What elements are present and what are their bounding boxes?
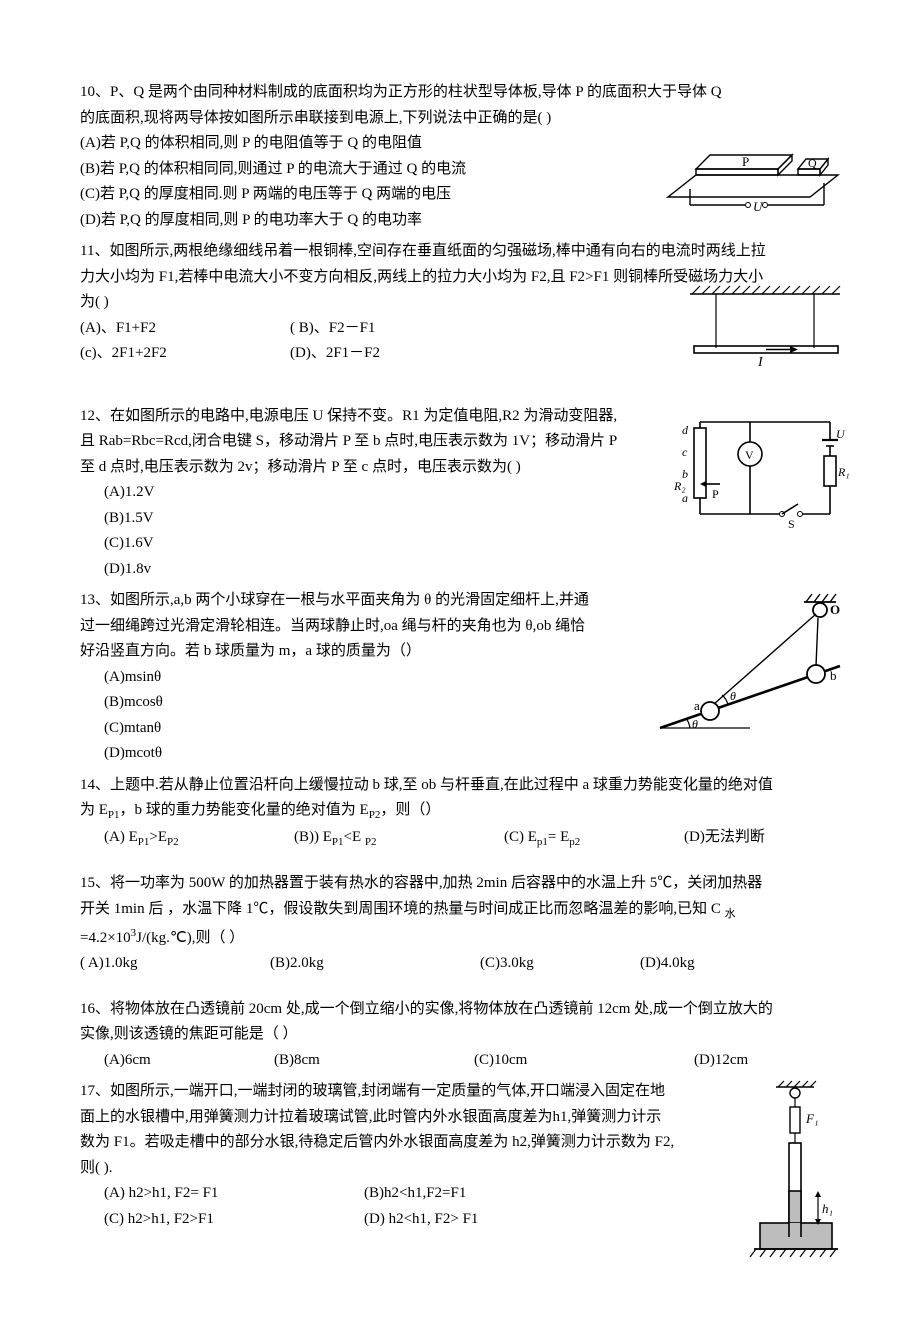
q11-figure: I	[680, 284, 850, 380]
q10-label-Q: Q	[808, 156, 817, 170]
q11-label-I: I	[757, 355, 764, 370]
question-15: 15、将一功率为 500W 的加热器置于装有热水的容器中,加热 2min 后容器…	[80, 871, 850, 976]
q14-stem-line2: 为 EP1，b 球的重力势能变化量的绝对值为 EP2，则（）	[80, 798, 850, 825]
question-11: 11、如图所示,两根绝缘细线吊着一根铜棒,空间存在垂直纸面的匀强磁场,棒中通有向…	[80, 239, 850, 380]
q17-stem-line3: 数为 F1。若吸走槽中的部分水银,待稳定后管内外水银面高度差为 h2,弹簧测力计…	[80, 1130, 850, 1156]
q10-label-P: P	[742, 154, 749, 169]
q11-option-c: (c)、2F1+2F2	[80, 341, 290, 367]
q10-stem-line1: 10、P、Q 是两个由同种材料制成的底面积均为正方形的柱状型导体板,导体 P 的…	[80, 80, 850, 106]
q17-figure: F₁ h₁	[740, 1079, 850, 1279]
q15-stem-line1: 15、将一功率为 500W 的加热器置于装有热水的容器中,加热 2min 后容器…	[80, 871, 850, 897]
svg-text:θ: θ	[692, 717, 698, 731]
q12-label-R1: R₁	[837, 465, 850, 479]
q10-label-U: U	[753, 199, 764, 214]
q16-stem-line1: 16、将物体放在凸透镜前 20cm 处,成一个倒立缩小的实像,将物体放在凸透镜前…	[80, 997, 850, 1023]
q17-stem-line1: 17、如图所示,一端开口,一端封闭的玻璃管,封闭端有一定质量的气体,开口端浸入固…	[80, 1079, 850, 1105]
q17-stem-line2: 面上的水银槽中,用弹簧测力计拉着玻璃试管,此时管内外水银面高度差为h1,弹簧测力…	[80, 1105, 850, 1131]
question-12: d c b a R₂ P V U R₁	[80, 404, 850, 583]
q15-option-b: (B)2.0kg	[270, 951, 480, 977]
q17-option-d: (D) h2<h1, F2> F1	[364, 1207, 478, 1233]
q11-option-a: (A)、F1+F2	[80, 316, 290, 342]
question-16: 16、将物体放在凸透镜前 20cm 处,成一个倒立缩小的实像,将物体放在凸透镜前…	[80, 997, 850, 1074]
q15-stem-line3: =4.2×103J/(kg.℃),则（ ）	[80, 924, 850, 952]
q14-option-a: (A) EP1>EP2	[104, 825, 294, 852]
q13-label-O: O	[830, 602, 840, 617]
q12-label-V: V	[745, 448, 754, 462]
q12-label-U: U	[836, 427, 846, 441]
q17-label-h1: h₁	[822, 1201, 833, 1216]
q12-label-P: P	[712, 487, 719, 501]
q11-option-b: ( B)、F2－F1	[290, 316, 375, 342]
q17-option-b: (B)h2<h1,F2=F1	[364, 1181, 466, 1207]
q11-stem-line1: 11、如图所示,两根绝缘细线吊着一根铜棒,空间存在垂直纸面的匀强磁场,棒中通有向…	[80, 239, 850, 265]
q16-stem-line2: 实像,则该透镜的焦距可能是（ ）	[80, 1022, 850, 1048]
q12-option-d: (D)1.8v	[80, 557, 850, 583]
q14-option-d: (D)无法判断	[684, 825, 765, 852]
q16-option-b: (B)8cm	[274, 1048, 474, 1074]
q15-option-d: (D)4.0kg	[640, 951, 695, 977]
q17-stem-line4: 则( ).	[80, 1156, 850, 1182]
q16-option-c: (C)10cm	[474, 1048, 694, 1074]
question-14: 14、上题中.若从静止位置沿杆向上缓慢拉动 b 球,至 ob 与杆垂直,在此过程…	[80, 773, 850, 852]
q10-figure: P Q U	[660, 125, 850, 225]
question-10: 10、P、Q 是两个由同种材料制成的底面积均为正方形的柱状型导体板,导体 P 的…	[80, 80, 850, 233]
q13-figure: O a b θ θ	[650, 588, 850, 748]
svg-text:d: d	[682, 423, 689, 437]
svg-text:θ: θ	[730, 689, 736, 703]
q11-option-d: (D)、2F1－F2	[290, 341, 380, 367]
q12-label-S: S	[788, 517, 795, 531]
q15-option-c: (C)3.0kg	[480, 951, 640, 977]
svg-text:a: a	[682, 491, 688, 505]
q17-option-c: (C) h2>h1, F2>F1	[104, 1207, 364, 1233]
q16-option-d: (D)12cm	[694, 1048, 748, 1074]
q11-stem-line2: 力大小均为 F1,若棒中电流大小不变方向相反,两线上的拉力大小均为 F2,且 F…	[80, 265, 850, 291]
q17-option-a: (A) h2>h1, F2= F1	[104, 1181, 364, 1207]
q14-option-b: (B)) EP1<E P2	[294, 825, 504, 852]
q13-label-a: a	[694, 698, 700, 713]
q15-option-a: ( A)1.0kg	[80, 951, 270, 977]
q16-option-a: (A)6cm	[104, 1048, 274, 1074]
q17-label-F1: F₁	[805, 1111, 818, 1126]
q14-option-c: (C) Ep1= Ep2	[504, 825, 684, 852]
svg-text:c: c	[682, 445, 688, 459]
question-17: F₁ h₁ 17、如图所示,一端开口,一端封闭的玻璃管,封闭端有一定质量的气体,…	[80, 1079, 850, 1279]
q12-label-R2: R₂	[673, 479, 686, 493]
q14-stem-line1: 14、上题中.若从静止位置沿杆向上缓慢拉动 b 球,至 ob 与杆垂直,在此过程…	[80, 773, 850, 799]
question-13: O a b θ θ 13、如图所示,a,b 两个小球穿在一根与水平面夹角为 θ …	[80, 588, 850, 767]
q15-stem-line2: 开关 1min 后 ，水温下降 1℃，假设散失到周围环境的热量与时间成正比而忽略…	[80, 897, 850, 924]
q12-figure: d c b a R₂ P V U R₁	[670, 404, 850, 544]
q13-label-b: b	[830, 668, 837, 683]
